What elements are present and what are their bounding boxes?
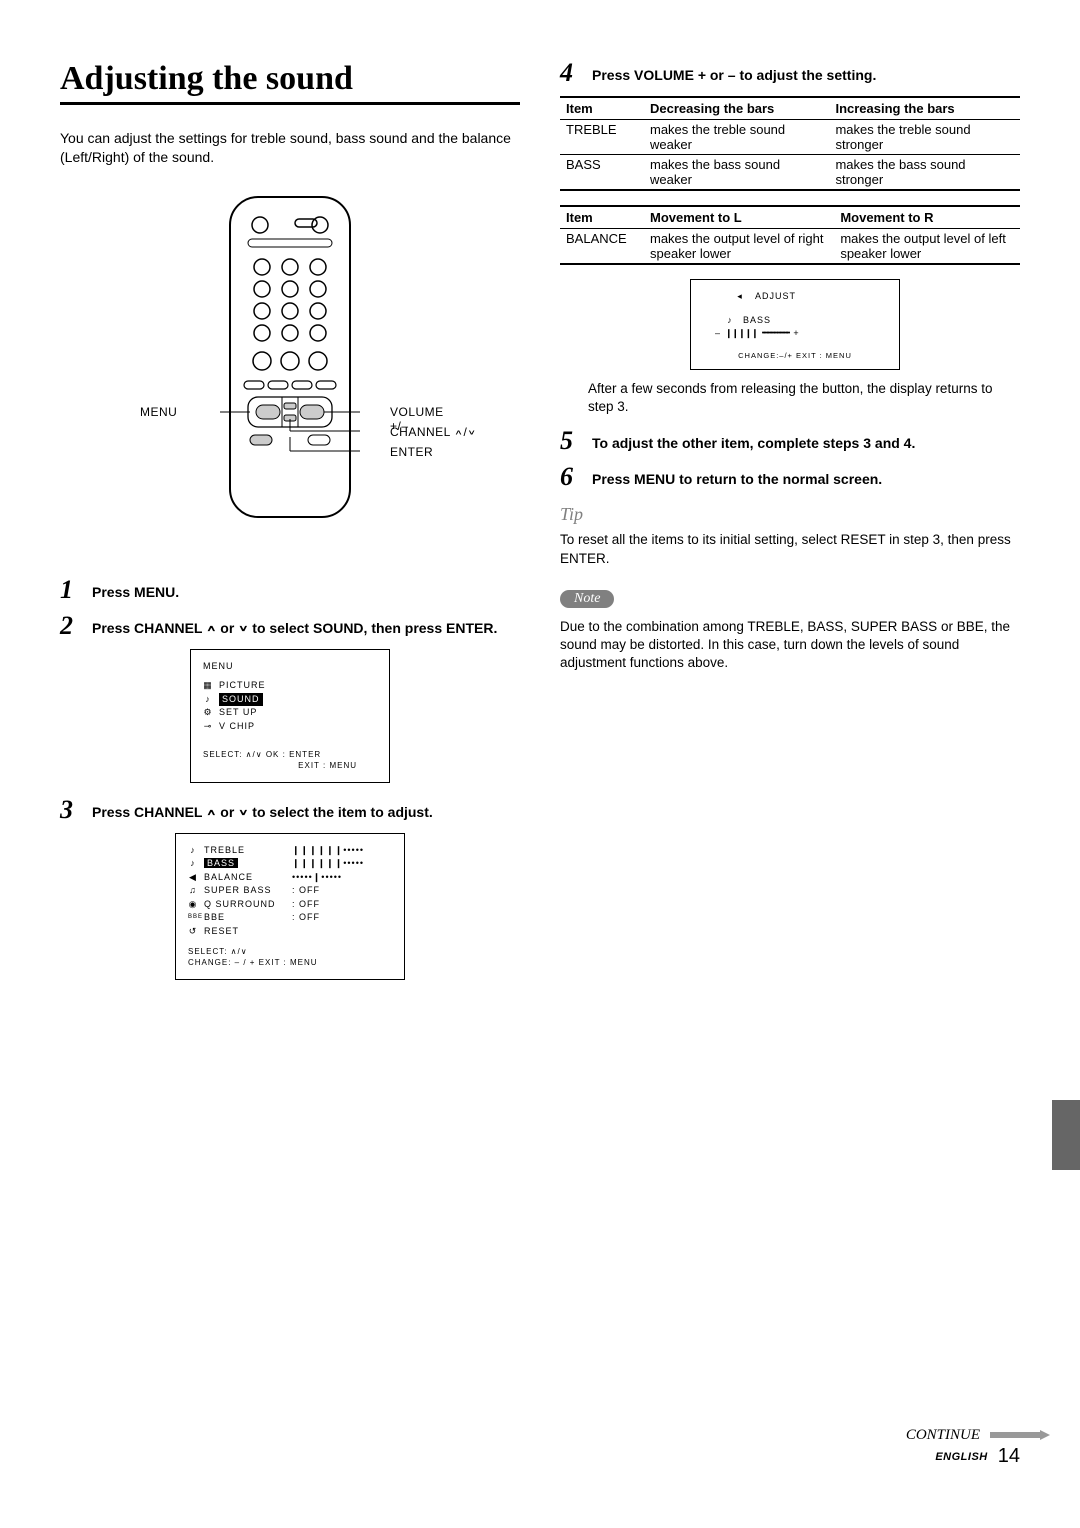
osd-item-selected: SOUND bbox=[219, 693, 263, 707]
remote-icon bbox=[220, 187, 360, 527]
bass-icon: ♪ bbox=[188, 857, 198, 871]
step-text: Press CHANNEL ∧ or ∨ to select SOUND, th… bbox=[92, 613, 497, 638]
osd-item: BALANCE bbox=[204, 871, 286, 885]
osd-item: BBE bbox=[204, 911, 286, 925]
osd-value: ❙❙❙❙❙❙••••• bbox=[292, 857, 392, 871]
picture-icon: ▦ bbox=[203, 679, 213, 693]
vchip-icon: ⊸ bbox=[203, 720, 213, 734]
title-rule bbox=[60, 102, 520, 105]
tip-text: To reset all the items to its initial se… bbox=[560, 531, 1020, 567]
osd-sound-list: ♪ TREBLE ❙❙❙❙❙❙••••• ♪ BASS ❙❙❙❙❙❙••••• ◀ BAL… bbox=[175, 833, 405, 980]
lang-label: ENGLISH bbox=[935, 1451, 987, 1463]
superbass-icon: ♫ bbox=[188, 884, 198, 898]
osd-item: PICTURE bbox=[219, 679, 266, 693]
osd-footer: CHANGE: – / + EXIT : MENU bbox=[188, 957, 392, 968]
callout-menu: MENU bbox=[140, 405, 177, 419]
setup-icon: ⚙ bbox=[203, 706, 213, 720]
osd-item: TREBLE bbox=[204, 844, 286, 858]
osd-value: : OFF bbox=[292, 898, 392, 912]
note-label: Note bbox=[560, 590, 614, 608]
osd-footer: SELECT: ∧/∨ bbox=[188, 946, 392, 957]
step-2: 2 Press CHANNEL ∧ or ∨ to select SOUND, … bbox=[60, 613, 520, 639]
th-item: Item bbox=[560, 206, 644, 229]
callout-channel: CHANNEL ∧/∨ bbox=[390, 425, 477, 439]
adjust-icon: ◂ bbox=[735, 290, 745, 304]
plus-label: + bbox=[793, 327, 799, 341]
step4-after: After a few seconds from releasing the b… bbox=[560, 380, 1020, 416]
osd-item: V CHIP bbox=[219, 720, 255, 734]
note-text: Due to the combination among TREBLE, BAS… bbox=[560, 618, 1020, 673]
page-number: 14 bbox=[998, 1445, 1020, 1468]
osd-footer: EXIT : MENU bbox=[203, 760, 377, 771]
step-number: 3 bbox=[60, 797, 82, 823]
osd-value: : OFF bbox=[292, 911, 392, 925]
table-treble-bass: Item Decreasing the bars Increasing the … bbox=[560, 96, 1020, 191]
td-left: makes the output level of right speaker … bbox=[644, 229, 834, 265]
osd-value: : OFF bbox=[292, 884, 392, 898]
callout-enter: ENTER bbox=[390, 445, 433, 459]
td-item: BALANCE bbox=[560, 229, 644, 265]
step-text: Press VOLUME + or – to adjust the settin… bbox=[592, 60, 876, 85]
osd-item: SUPER BASS bbox=[204, 884, 286, 898]
th-left: Movement to L bbox=[644, 206, 834, 229]
td-inc: makes the bass sound stronger bbox=[829, 155, 1020, 191]
step-text: Press MENU. bbox=[92, 577, 179, 602]
step-4: 4 Press VOLUME + or – to adjust the sett… bbox=[560, 60, 1020, 86]
remote-figure: MENU VOLUME +/– CHANNEL ∧/∨ ENTER bbox=[60, 187, 520, 547]
treble-icon: ♪ bbox=[188, 844, 198, 858]
osd-title: MENU bbox=[203, 660, 234, 674]
reset-icon: ↺ bbox=[188, 925, 198, 939]
osd-footer: CHANGE:–/+ EXIT : MENU bbox=[705, 351, 885, 362]
step-number: 1 bbox=[60, 577, 82, 603]
step-number: 4 bbox=[560, 60, 582, 86]
td-item: TREBLE bbox=[560, 120, 644, 155]
step-6: 6 Press MENU to return to the normal scr… bbox=[560, 464, 1020, 490]
step-number: 5 bbox=[560, 428, 582, 454]
th-right: Movement to R bbox=[834, 206, 1020, 229]
td-dec: makes the bass sound weaker bbox=[644, 155, 829, 191]
osd-adjust: ◂ ADJUST ♪ BASS – ❙❙❙❙❙ •••••••••••••••••… bbox=[690, 279, 900, 370]
qsurround-icon: ◉ bbox=[188, 898, 198, 912]
th-decrease: Decreasing the bars bbox=[644, 97, 829, 120]
osd-item: RESET bbox=[204, 925, 286, 939]
step-5: 5 To adjust the other item, complete ste… bbox=[560, 428, 1020, 454]
step-1: 1 Press MENU. bbox=[60, 577, 520, 603]
step-number: 6 bbox=[560, 464, 582, 490]
bar-left: ❙❙❙❙❙ bbox=[725, 327, 758, 341]
osd-value: ❙❙❙❙❙❙••••• bbox=[292, 844, 392, 858]
balance-icon: ◀ bbox=[188, 871, 198, 885]
osd-menu: MENU ▦ PICTURE ♪ SOUND ⚙ SET UP ⊸ V CHIP SEL… bbox=[190, 649, 390, 783]
osd-footer: SELECT: ∧/∨ OK : ENTER bbox=[203, 749, 377, 760]
td-item: BASS bbox=[560, 155, 644, 191]
step-number: 2 bbox=[60, 613, 82, 639]
bass-icon: ♪ bbox=[725, 314, 735, 328]
th-increase: Increasing the bars bbox=[829, 97, 1020, 120]
osd-item: BASS bbox=[743, 314, 771, 328]
td-inc: makes the treble sound stronger bbox=[829, 120, 1020, 155]
osd-value: •••••❙••••• bbox=[292, 871, 392, 885]
table-balance: Item Movement to L Movement to R BALANCE… bbox=[560, 205, 1020, 265]
intro-text: You can adjust the settings for treble s… bbox=[60, 129, 520, 167]
td-right: makes the output level of left speaker l… bbox=[834, 229, 1020, 265]
td-dec: makes the treble sound weaker bbox=[644, 120, 829, 155]
step-text: Press MENU to return to the normal scree… bbox=[592, 464, 882, 489]
step-text: To adjust the other item, complete steps… bbox=[592, 428, 915, 453]
bbe-icon: BBE bbox=[188, 913, 198, 922]
side-tab bbox=[1052, 1100, 1080, 1170]
continue-arrow-icon bbox=[990, 1430, 1050, 1440]
step-text: Press CHANNEL ∧ or ∨ to select the item … bbox=[92, 797, 433, 822]
page-footer: ENGLISH 14 bbox=[935, 1445, 1020, 1468]
osd-item-selected: BASS bbox=[204, 858, 238, 868]
th-item: Item bbox=[560, 97, 644, 120]
step-3: 3 Press CHANNEL ∧ or ∨ to select the ite… bbox=[60, 797, 520, 823]
bar-right: ••••••••••••••••••• bbox=[762, 329, 790, 340]
osd-item: Q SURROUND bbox=[204, 898, 286, 912]
page-title: Adjusting the sound bbox=[60, 60, 520, 98]
continue-label: CONTINUE bbox=[906, 1427, 980, 1444]
osd-title: ADJUST bbox=[755, 290, 796, 304]
sound-icon: ♪ bbox=[203, 693, 213, 707]
minus-label: – bbox=[715, 327, 721, 341]
tip-label: Tip bbox=[560, 504, 1020, 525]
osd-item: SET UP bbox=[219, 706, 257, 720]
